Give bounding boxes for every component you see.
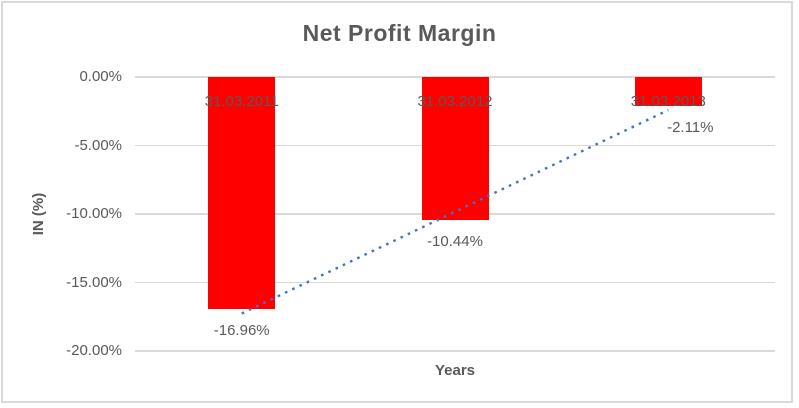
gridline — [135, 350, 775, 352]
value-data-label: -2.11% — [667, 118, 714, 136]
chart-title: Net Profit Margin — [302, 20, 497, 46]
bar — [208, 77, 276, 310]
value-data-label: -16.96% — [213, 322, 270, 340]
y-tick-label: -10.00% — [66, 205, 122, 222]
chart-border — [1, 1, 793, 403]
x-axis-title: Years — [434, 362, 476, 379]
y-tick-label: -20.00% — [66, 342, 122, 359]
category-label: 31.03.2011 — [204, 93, 279, 110]
category-label: 31.03.2013 — [630, 93, 706, 110]
bar — [634, 77, 702, 106]
y-tick-label: -5.00% — [74, 136, 122, 154]
value-data-label: -10.44% — [427, 233, 483, 250]
y-tick-label: -15.00% — [66, 273, 122, 291]
y-tick-label: 0.00% — [79, 68, 122, 85]
category-label: 31.03.2012 — [417, 93, 493, 110]
